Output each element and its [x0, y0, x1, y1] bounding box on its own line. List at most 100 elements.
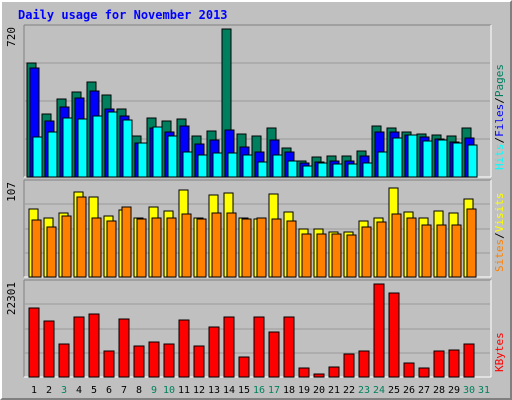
bar-sites-day-22 [346, 234, 357, 278]
bar-kbytes-day-16 [253, 316, 265, 378]
bar-sites-day-13 [211, 212, 222, 278]
legend-middle: Sites/Visits [493, 193, 506, 273]
bar-kbytes-day-5 [88, 313, 100, 378]
bar-kbytes-day-29 [448, 349, 460, 378]
bar-kbytes-day-14 [223, 316, 235, 378]
bar-hits-day-4 [77, 118, 88, 178]
bar-kbytes-day-26 [403, 362, 415, 378]
x-tick-label-25: 25 [388, 385, 400, 396]
bar-kbytes-day-18 [283, 316, 295, 378]
x-tick-label-4: 4 [76, 385, 82, 396]
x-tick-label-17: 17 [268, 385, 280, 396]
bar-kbytes-day-30 [463, 343, 475, 378]
bar-hits-day-14 [227, 152, 238, 178]
bar-sites-day-5 [91, 217, 102, 278]
x-tick-label-1: 1 [31, 385, 37, 396]
bar-kbytes-day-23 [358, 350, 370, 378]
x-tick-label-6: 6 [106, 385, 112, 396]
bar-hits-day-22 [347, 163, 358, 178]
chart-title: Daily usage for November 2013 [18, 8, 228, 22]
bar-hits-day-26 [407, 134, 418, 178]
bar-kbytes-day-22 [343, 353, 355, 378]
bar-kbytes-day-6 [103, 350, 115, 378]
bar-hits-day-23 [362, 162, 373, 178]
bar-sites-day-21 [331, 233, 342, 278]
bar-sites-day-23 [361, 226, 372, 278]
y-max-label: 22301 [5, 282, 18, 315]
x-tick-label-26: 26 [403, 385, 415, 396]
legend-separator: / [493, 232, 506, 239]
x-tick-label-29: 29 [448, 385, 460, 396]
bar-hits-day-10 [167, 135, 178, 178]
bar-kbytes-day-2 [43, 320, 55, 378]
legend-separator: / [493, 97, 506, 104]
x-tick-label-12: 12 [193, 385, 205, 396]
bar-sites-day-10 [166, 217, 177, 278]
legend-item-hits: Hits [493, 144, 506, 171]
legend-item-pages: Pages [493, 64, 506, 97]
x-tick-label-16: 16 [253, 385, 265, 396]
bar-hits-day-9 [152, 126, 163, 178]
bar-hits-day-21 [332, 163, 343, 178]
bar-kbytes-day-21 [328, 366, 340, 378]
bar-sites-day-27 [421, 224, 432, 278]
x-tick-label-5: 5 [91, 385, 97, 396]
bar-kbytes-day-17 [268, 331, 280, 378]
bar-hits-day-28 [437, 139, 448, 178]
x-tick-label-11: 11 [178, 385, 190, 396]
bar-hits-day-19 [302, 165, 313, 178]
x-tick-label-10: 10 [163, 385, 175, 396]
bar-hits-day-20 [317, 162, 328, 178]
bar-hits-day-7 [122, 119, 133, 178]
x-tick-label-19: 19 [298, 385, 310, 396]
x-tick-label-27: 27 [418, 385, 430, 396]
bar-sites-day-20 [316, 233, 327, 278]
bar-sites-day-19 [301, 233, 312, 278]
bar-sites-day-30 [466, 208, 477, 278]
bar-hits-day-25 [392, 137, 403, 178]
bar-sites-day-15 [241, 218, 252, 278]
bar-sites-day-25 [391, 213, 402, 278]
legend-bottom: KBytes [493, 332, 506, 372]
bar-hits-day-18 [287, 160, 298, 178]
bar-hits-day-6 [107, 111, 118, 178]
x-tick-label-24: 24 [373, 385, 385, 396]
x-tick-label-20: 20 [313, 385, 325, 396]
bar-kbytes-day-13 [208, 326, 220, 378]
bar-hits-day-27 [422, 140, 433, 178]
bar-kbytes-day-24 [373, 283, 385, 378]
bar-sites-day-17 [271, 218, 282, 278]
bar-hits-day-17 [272, 154, 283, 178]
bar-hits-day-29 [452, 142, 463, 178]
bar-kbytes-day-10 [163, 343, 175, 378]
x-tick-label-3: 3 [61, 385, 67, 396]
bar-kbytes-day-19 [298, 367, 310, 378]
bar-sites-day-14 [226, 212, 237, 278]
x-tick-label-2: 2 [46, 385, 52, 396]
bar-kbytes-day-3 [58, 343, 70, 378]
bar-sites-day-26 [406, 217, 417, 278]
legend-separator: / [493, 137, 506, 144]
bar-hits-day-30 [467, 144, 478, 178]
x-tick-label-28: 28 [433, 385, 445, 396]
bar-hits-day-3 [62, 117, 73, 178]
bar-hits-day-12 [197, 154, 208, 178]
bar-hits-day-5 [92, 115, 103, 178]
bar-hits-day-1 [32, 136, 43, 178]
x-tick-label-18: 18 [283, 385, 295, 396]
bar-sites-day-28 [436, 224, 447, 278]
bar-sites-day-7 [121, 206, 132, 278]
x-tick-label-30: 30 [463, 385, 475, 396]
bar-sites-day-16 [256, 217, 267, 278]
x-tick-label-7: 7 [121, 385, 127, 396]
legend-item-files: Files [493, 104, 506, 137]
legend-item-kbytes: KBytes [493, 332, 506, 372]
x-tick-label-13: 13 [208, 385, 220, 396]
x-tick-label-31: 31 [478, 385, 490, 396]
bar-sites-day-11 [181, 213, 192, 278]
x-tick-label-15: 15 [238, 385, 250, 396]
bar-hits-day-8 [137, 142, 148, 178]
bar-kbytes-day-25 [388, 292, 400, 378]
bar-sites-day-3 [61, 215, 72, 278]
